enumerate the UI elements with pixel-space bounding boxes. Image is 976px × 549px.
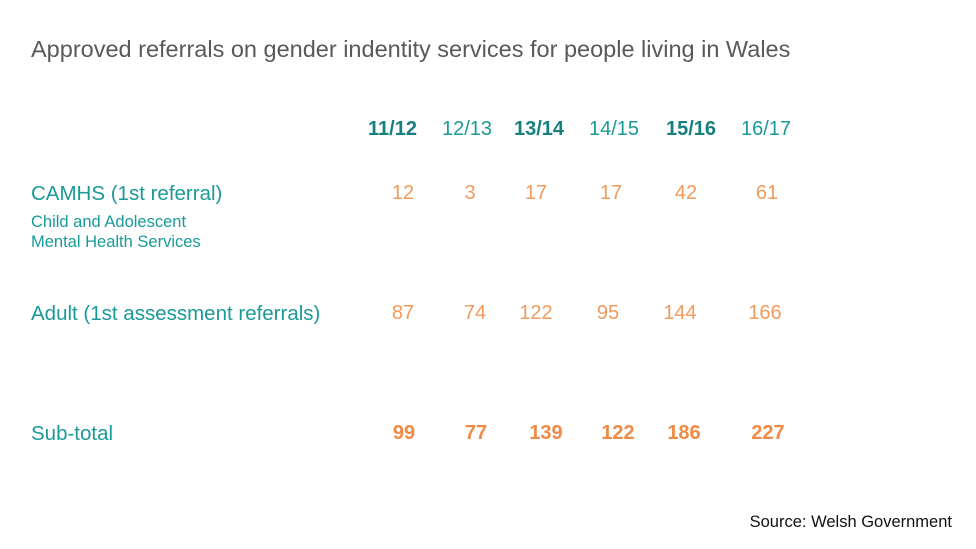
- cell-subtotal-16-17: 227: [751, 422, 785, 444]
- cell-adult-13-14: 122: [519, 302, 553, 324]
- cell-adult-11-12: 87: [391, 302, 415, 324]
- cell-subtotal-15-16: 186: [667, 422, 701, 444]
- row-label-subtotal: Sub-total: [31, 422, 114, 445]
- chart-title: Approved referrals on gender indentity s…: [31, 36, 791, 62]
- cell-camhs-14-15: 17: [599, 182, 623, 204]
- source-note: Source: Welsh Government: [749, 513, 952, 531]
- cell-adult-16-17: 166: [748, 302, 782, 324]
- cell-camhs-16-17: 61: [755, 182, 779, 204]
- row-label-camhs: CAMHS (1st referral): [31, 182, 223, 205]
- column-header-13-14: 13/14: [514, 118, 565, 140]
- cell-subtotal-13-14: 139: [529, 422, 563, 444]
- row-sublabel-camhs-line2: Mental Health Services: [31, 233, 201, 251]
- cell-adult-12-13: 74: [463, 302, 487, 324]
- column-header-12-13: 12/13: [442, 118, 493, 140]
- column-header-15-16: 15/16: [666, 118, 717, 140]
- cell-subtotal-14-15: 122: [601, 422, 635, 444]
- column-header-14-15: 14/15: [589, 118, 640, 140]
- cell-camhs-13-14: 17: [524, 182, 548, 204]
- column-header-11-12: 11/12: [368, 118, 417, 140]
- cell-adult-14-15: 95: [596, 302, 620, 324]
- column-header-16-17: 16/17: [741, 118, 792, 140]
- cell-camhs-15-16: 42: [674, 182, 698, 204]
- cell-subtotal-12-13: 77: [464, 422, 488, 444]
- cell-subtotal-11-12: 99: [392, 422, 416, 444]
- row-label-adult: Adult (1st assessment referrals): [31, 302, 321, 325]
- cell-camhs-11-12: 12: [391, 182, 415, 204]
- cell-adult-15-16: 144: [663, 302, 697, 324]
- cell-camhs-12-13: 3: [464, 182, 476, 204]
- row-sublabel-camhs-line1: Child and Adolescent: [31, 213, 187, 231]
